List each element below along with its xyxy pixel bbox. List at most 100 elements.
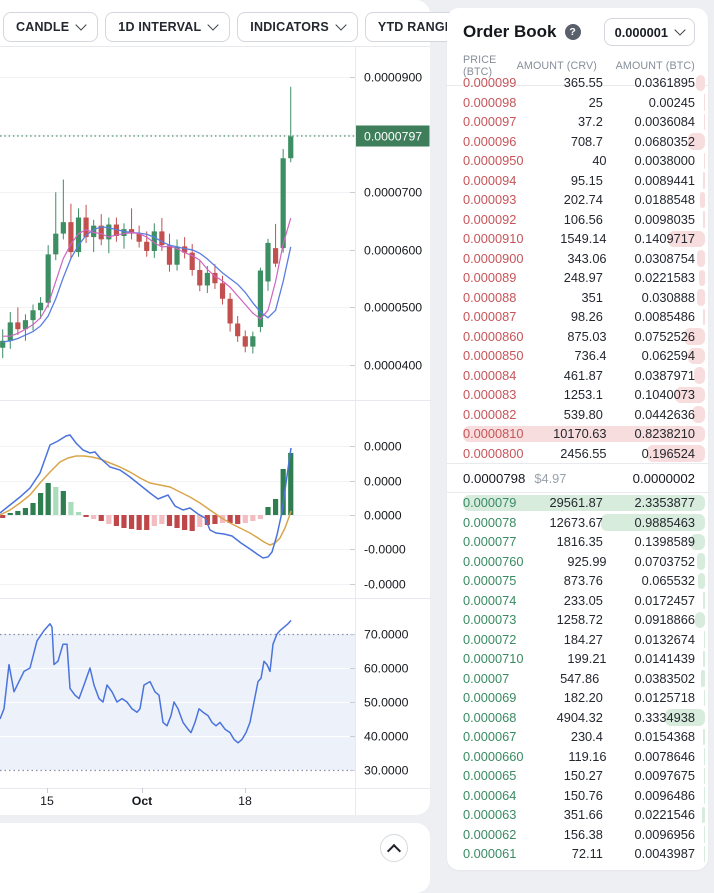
ask-row[interactable]: 0.000098 25 0.00245 xyxy=(447,93,708,113)
ask-price: 0.0000800 xyxy=(463,445,524,461)
ask-row[interactable]: 0.000093 202.74 0.0188548 xyxy=(447,190,708,210)
candle-body xyxy=(83,217,89,238)
depth-bar xyxy=(675,386,705,403)
bid-row[interactable]: 0.000077 1816.35 0.1398589 xyxy=(447,532,708,552)
price-axis-label: 0.0000500 xyxy=(364,300,422,314)
bid-row[interactable]: 0.00007 547.86 0.0383502 xyxy=(447,669,708,689)
amount-crv: 72.11 xyxy=(571,846,603,862)
ask-row[interactable]: 0.0000810 10170.63 0.8238210 xyxy=(447,424,708,444)
macd-histogram-bar xyxy=(151,515,157,526)
macd-panel xyxy=(0,434,294,559)
bid-row[interactable]: 0.000061 72.11 0.0043987 xyxy=(447,844,708,864)
bid-row[interactable]: 0.0000710 199.21 0.0141439 xyxy=(447,649,708,669)
ask-row[interactable]: 0.0000900 343.06 0.0308754 xyxy=(447,249,708,269)
amount-btc: 0.0096486 xyxy=(634,787,696,803)
ask-price: 0.000099 xyxy=(463,75,517,91)
candle-type-dropdown[interactable]: CANDLE xyxy=(3,12,99,42)
macd-histogram-bar xyxy=(7,513,13,515)
amount-crv: 230.4 xyxy=(570,729,603,745)
candle-body xyxy=(60,222,66,234)
bid-row[interactable]: 0.000078 12673.67 0.9885463 xyxy=(447,513,708,533)
macd-histogram-bar xyxy=(128,515,135,529)
depth-bar xyxy=(703,787,705,804)
ask-row[interactable]: 0.000084 461.87 0.0387971 xyxy=(447,366,708,386)
depth-bar xyxy=(699,269,705,286)
ask-row[interactable]: 0.000094 95.15 0.0089441 xyxy=(447,171,708,191)
depth-bar xyxy=(704,113,705,130)
bid-row[interactable]: 0.0000660 119.16 0.0078646 xyxy=(447,747,708,767)
macd-signal-line xyxy=(0,455,292,546)
ask-row[interactable]: 0.000088 351 0.030888 xyxy=(447,288,708,308)
ask-row[interactable]: 0.0000850 736.4 0.062594 xyxy=(447,346,708,366)
chevron-down-icon xyxy=(674,24,686,36)
ask-row[interactable]: 0.0000950 40 0.0038000 xyxy=(447,151,708,171)
candle-body xyxy=(15,322,21,330)
amount-btc: 0.0383502 xyxy=(634,670,696,686)
bid-row[interactable]: 0.000072 184.27 0.0132674 xyxy=(447,630,708,650)
interval-dropdown[interactable]: 1D INTERVAL xyxy=(105,12,231,42)
bid-row[interactable]: 0.000063 351.66 0.0221546 xyxy=(447,805,708,825)
bid-price: 0.000064 xyxy=(463,787,517,803)
x-axis-label: 15 xyxy=(40,794,54,808)
candle-body xyxy=(7,322,13,341)
amount-crv: 708.7 xyxy=(570,133,603,149)
bid-row[interactable]: 0.000075 873.76 0.065532 xyxy=(447,571,708,591)
bid-row[interactable]: 0.0000760 925.99 0.0703752 xyxy=(447,552,708,572)
macd-histogram-bar xyxy=(288,453,294,515)
bid-row[interactable]: 0.000067 230.4 0.0154368 xyxy=(447,727,708,747)
depth-bar xyxy=(703,592,705,609)
amount-crv: 873.76 xyxy=(563,573,603,589)
amount-btc: 0.0703752 xyxy=(634,553,696,569)
asks-list: 0.000099 365.55 0.0361895 0.000098 25 0.00245… xyxy=(447,73,708,463)
bid-row[interactable]: 0.000079 29561.87 2.3353877 xyxy=(447,493,708,513)
ask-row[interactable]: 0.000082 539.80 0.0442636 xyxy=(447,405,708,425)
ask-row[interactable]: 0.0000910 1549.14 0.1409717 xyxy=(447,229,708,249)
ask-row[interactable]: 0.0000800 2456.55 0.196524 xyxy=(447,444,708,464)
spread-row[interactable]: 0.0000798 $4.97 0.0000002 xyxy=(447,463,708,493)
depth-bar xyxy=(463,494,705,511)
ask-row[interactable]: 0.0000860 875.03 0.0752526 xyxy=(447,327,708,347)
ask-row[interactable]: 0.000089 248.97 0.0221583 xyxy=(447,268,708,288)
amount-btc: 0.8238210 xyxy=(634,426,696,442)
macd-line xyxy=(0,434,292,559)
order-book-title: Order Book xyxy=(463,22,557,41)
amount-crv: 351 xyxy=(581,289,603,305)
depth-grouping-dropdown[interactable]: 0.000001 xyxy=(603,18,695,46)
amount-btc: 0.0308754 xyxy=(634,250,696,266)
amount-btc: 0.065532 xyxy=(641,573,695,589)
ask-row[interactable]: 0.000083 1253.1 0.1040073 xyxy=(447,385,708,405)
ask-row[interactable]: 0.000096 708.7 0.0680352 xyxy=(447,132,708,152)
bid-row[interactable]: 0.000073 1258.72 0.0918866 xyxy=(447,610,708,630)
amount-crv: 875.03 xyxy=(567,328,607,344)
macd-histogram-bar xyxy=(144,515,150,530)
bid-row[interactable]: 0.000069 182.20 0.0125718 xyxy=(447,688,708,708)
ask-row[interactable]: 0.000097 37.2 0.0036084 xyxy=(447,112,708,132)
ask-row[interactable]: 0.000087 98.26 0.0085486 xyxy=(447,307,708,327)
depth-bar xyxy=(700,191,705,208)
macd-histogram-bar xyxy=(280,469,286,515)
macd-histogram-bar xyxy=(68,502,74,515)
bid-row[interactable]: 0.000068 4904.32 0.3334938 xyxy=(447,708,708,728)
bid-row[interactable]: 0.000062 156.38 0.0096956 xyxy=(447,825,708,845)
depth-bar xyxy=(692,406,705,423)
interval-label: 1D INTERVAL xyxy=(118,20,202,34)
amount-crv: 461.87 xyxy=(563,367,603,383)
bid-row[interactable]: 0.000074 233.05 0.0172457 xyxy=(447,591,708,611)
bid-row[interactable]: 0.000064 150.76 0.0096486 xyxy=(447,786,708,806)
depth-bar xyxy=(704,94,705,111)
depth-bar xyxy=(703,826,705,843)
ask-row[interactable]: 0.000099 365.55 0.0361895 xyxy=(447,73,708,93)
collapse-panel-button[interactable] xyxy=(380,834,408,862)
price-chart[interactable]: 0.00007970.00009000.00007000.00006000.00… xyxy=(0,46,430,815)
amount-btc: 0.0387971 xyxy=(634,367,696,383)
axis-labels: 0.0000900 0.0000700 0.0000600 0.0000500 0.00… xyxy=(40,70,422,808)
indicators-dropdown[interactable]: INDICATORS xyxy=(237,12,358,42)
macd-histogram-bar xyxy=(250,515,256,521)
ask-price: 0.0000850 xyxy=(463,348,524,364)
amount-btc: 0.030888 xyxy=(641,289,695,305)
ask-row[interactable]: 0.000092 106.56 0.0098035 xyxy=(447,210,708,230)
help-icon[interactable]: ? xyxy=(564,24,581,40)
amount-btc: 0.0097675 xyxy=(634,768,696,784)
depth-bar xyxy=(696,289,705,306)
bid-row[interactable]: 0.000065 150.27 0.0097675 xyxy=(447,766,708,786)
